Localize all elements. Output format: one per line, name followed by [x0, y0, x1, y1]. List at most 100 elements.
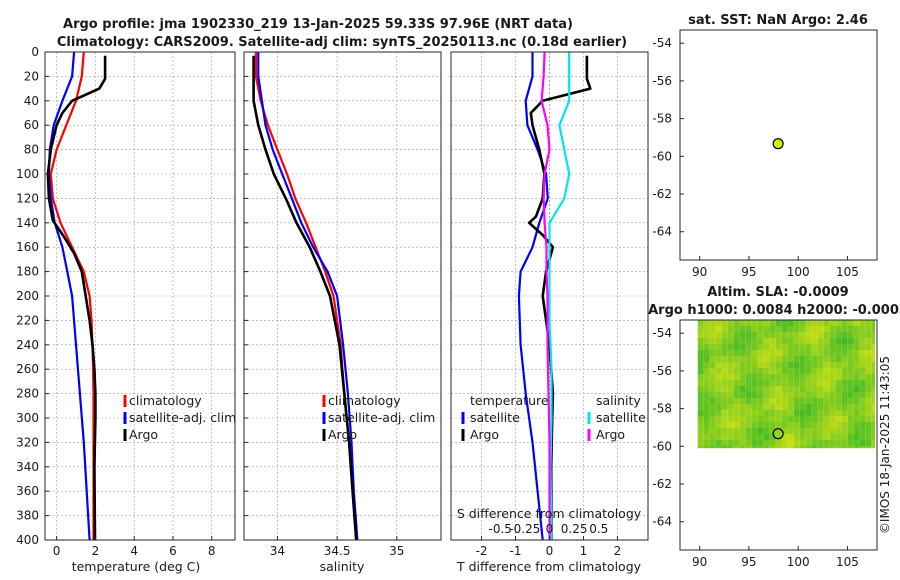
sla-heatmap-cell: [871, 446, 876, 449]
sla-heatmap-cell: [775, 434, 782, 440]
sla-heatmap-cell: [703, 374, 710, 380]
sla-heatmap-cell: [829, 362, 836, 368]
sla-heatmap-cell: [769, 350, 776, 356]
sla-heatmap-cell: [865, 350, 872, 356]
sla-heatmap-cell: [697, 320, 704, 326]
sla-heatmap-cell: [829, 410, 836, 416]
sst-map-axes-frame: [679, 29, 878, 261]
sla-heatmap-cell: [799, 416, 806, 422]
sla-heatmap-cell: [793, 362, 800, 368]
temperature-xtick-label: 4: [130, 544, 138, 558]
sla-heatmap-cell: [865, 410, 872, 416]
sla-heatmap-cell: [697, 332, 704, 338]
sla-heatmap-cell: [781, 344, 788, 350]
sla-heatmap-cell: [841, 416, 848, 422]
sla-heatmap-cell: [835, 386, 842, 392]
depth-tick-label: 380: [16, 509, 39, 523]
sla-heatmap-cell: [733, 422, 740, 428]
sla-heatmap-cell: [805, 374, 812, 380]
sla-heatmap-cell: [709, 434, 716, 440]
sla-heatmap-cell: [733, 398, 740, 404]
sla-heatmap-cell: [799, 434, 806, 440]
sla-heatmap-cell: [847, 356, 854, 362]
sla-heatmap-cell: [793, 440, 800, 446]
sla-heatmap-cell: [853, 410, 860, 416]
sla-heatmap-cell: [853, 374, 860, 380]
sla-heatmap-cell: [787, 398, 794, 404]
sla-map-title-line2: Argo h1000: 0.0084 h2000: -0.0003: [648, 303, 900, 318]
sla-heatmap-cell: [865, 368, 872, 374]
sla-heatmap-cell: [769, 392, 776, 398]
sla-heatmap-cell: [697, 350, 704, 356]
sla-heatmap-cell: [805, 338, 812, 344]
sla-heatmap-cell: [709, 380, 716, 386]
sla-heatmap-cell: [727, 356, 734, 362]
sla-heatmap-cell: [733, 338, 740, 344]
sla-heatmap-cell: [811, 356, 818, 362]
sla-heatmap-cell: [847, 434, 854, 440]
sla-heatmap-cell: [709, 392, 716, 398]
sla-heatmap-cell: [763, 386, 770, 392]
sla-heatmap-cell: [709, 440, 716, 446]
sla-heatmap-cell: [745, 320, 752, 326]
sla-heatmap-cell: [865, 344, 872, 350]
sla-heatmap-cell: [829, 434, 836, 440]
sla-heatmap-cell: [853, 380, 860, 386]
sla-heatmap-cell: [721, 386, 728, 392]
sla-heatmap-cell: [817, 404, 824, 410]
salinity-profile-panel: 34 34.5 35 climatology satellite-adj. clim Ar…: [243, 51, 442, 558]
sla-heatmap-cell: [757, 398, 764, 404]
sla-heatmap-cell: [829, 326, 836, 332]
sla-heatmap-cell: [799, 410, 806, 416]
sla-heatmap-cell: [745, 350, 752, 356]
sla-heatmap-cell: [871, 392, 876, 398]
sla-heatmap-cell: [835, 440, 842, 446]
sla-heatmap-cell: [715, 356, 722, 362]
sla-heatmap-cell: [871, 380, 876, 386]
sla-heatmap-cell: [745, 380, 752, 386]
sla-heatmap-cell: [733, 332, 740, 338]
sla-heatmap-cell: [733, 428, 740, 434]
sla-heatmap-cell: [733, 350, 740, 356]
sla-heatmap-cell: [703, 344, 710, 350]
sla-heatmap-cell: [709, 446, 716, 449]
sla-heatmap-cell: [751, 338, 758, 344]
sla-heatmap-cell: [697, 356, 704, 362]
sla-heatmap-cell: [847, 428, 854, 434]
temperature-legend-label: satellite-adj. clim: [129, 410, 236, 425]
sla-heatmap-cell: [787, 374, 794, 380]
sla-heatmap-cell: [787, 320, 794, 326]
sla-heatmap-cell: [769, 422, 776, 428]
sla-heatmap-cell: [703, 404, 710, 410]
sla-heatmap-cell: [727, 404, 734, 410]
sla-heatmap-cell: [769, 386, 776, 392]
sla-heatmap-cell: [841, 392, 848, 398]
sla-heatmap-cell: [853, 362, 860, 368]
sla-heatmap-cell: [859, 386, 866, 392]
sla-heatmap-cell: [751, 434, 758, 440]
sla-heatmap-cell: [829, 440, 836, 446]
sla-heatmap-cell: [715, 446, 722, 449]
sla-heatmap-cell: [841, 374, 848, 380]
sla-heatmap-cell: [811, 392, 818, 398]
sst-map-panel: 90 95 100 105 -54 -56 -58 -60 -62 -64: [652, 29, 878, 279]
sla-heatmap-cell: [865, 404, 872, 410]
sla-heatmap-cell: [841, 380, 848, 386]
sst-map-title: sat. SST: NaN Argo: 2.46: [688, 13, 868, 28]
sla-heatmap-cell: [811, 326, 818, 332]
sla-heatmap-cell: [751, 368, 758, 374]
sla-heatmap-cell: [835, 404, 842, 410]
sla-heatmap-cell: [817, 350, 824, 356]
sla-heatmap-cell: [745, 326, 752, 332]
depth-tick-label: 320: [16, 435, 39, 449]
sla-heatmap-cell: [781, 374, 788, 380]
sla-heatmap-cell: [727, 446, 734, 449]
sla-heatmap-cell: [739, 368, 746, 374]
sla-heatmap-cell: [811, 428, 818, 434]
sla-heatmap-cell: [871, 350, 876, 356]
salinity-xlabel: salinity: [320, 559, 365, 574]
sst-map-xtick-label: 105: [836, 265, 859, 279]
sla-heatmap-cell: [739, 386, 746, 392]
sla-heatmap-cell: [829, 398, 836, 404]
sla-heatmap-cell: [763, 392, 770, 398]
